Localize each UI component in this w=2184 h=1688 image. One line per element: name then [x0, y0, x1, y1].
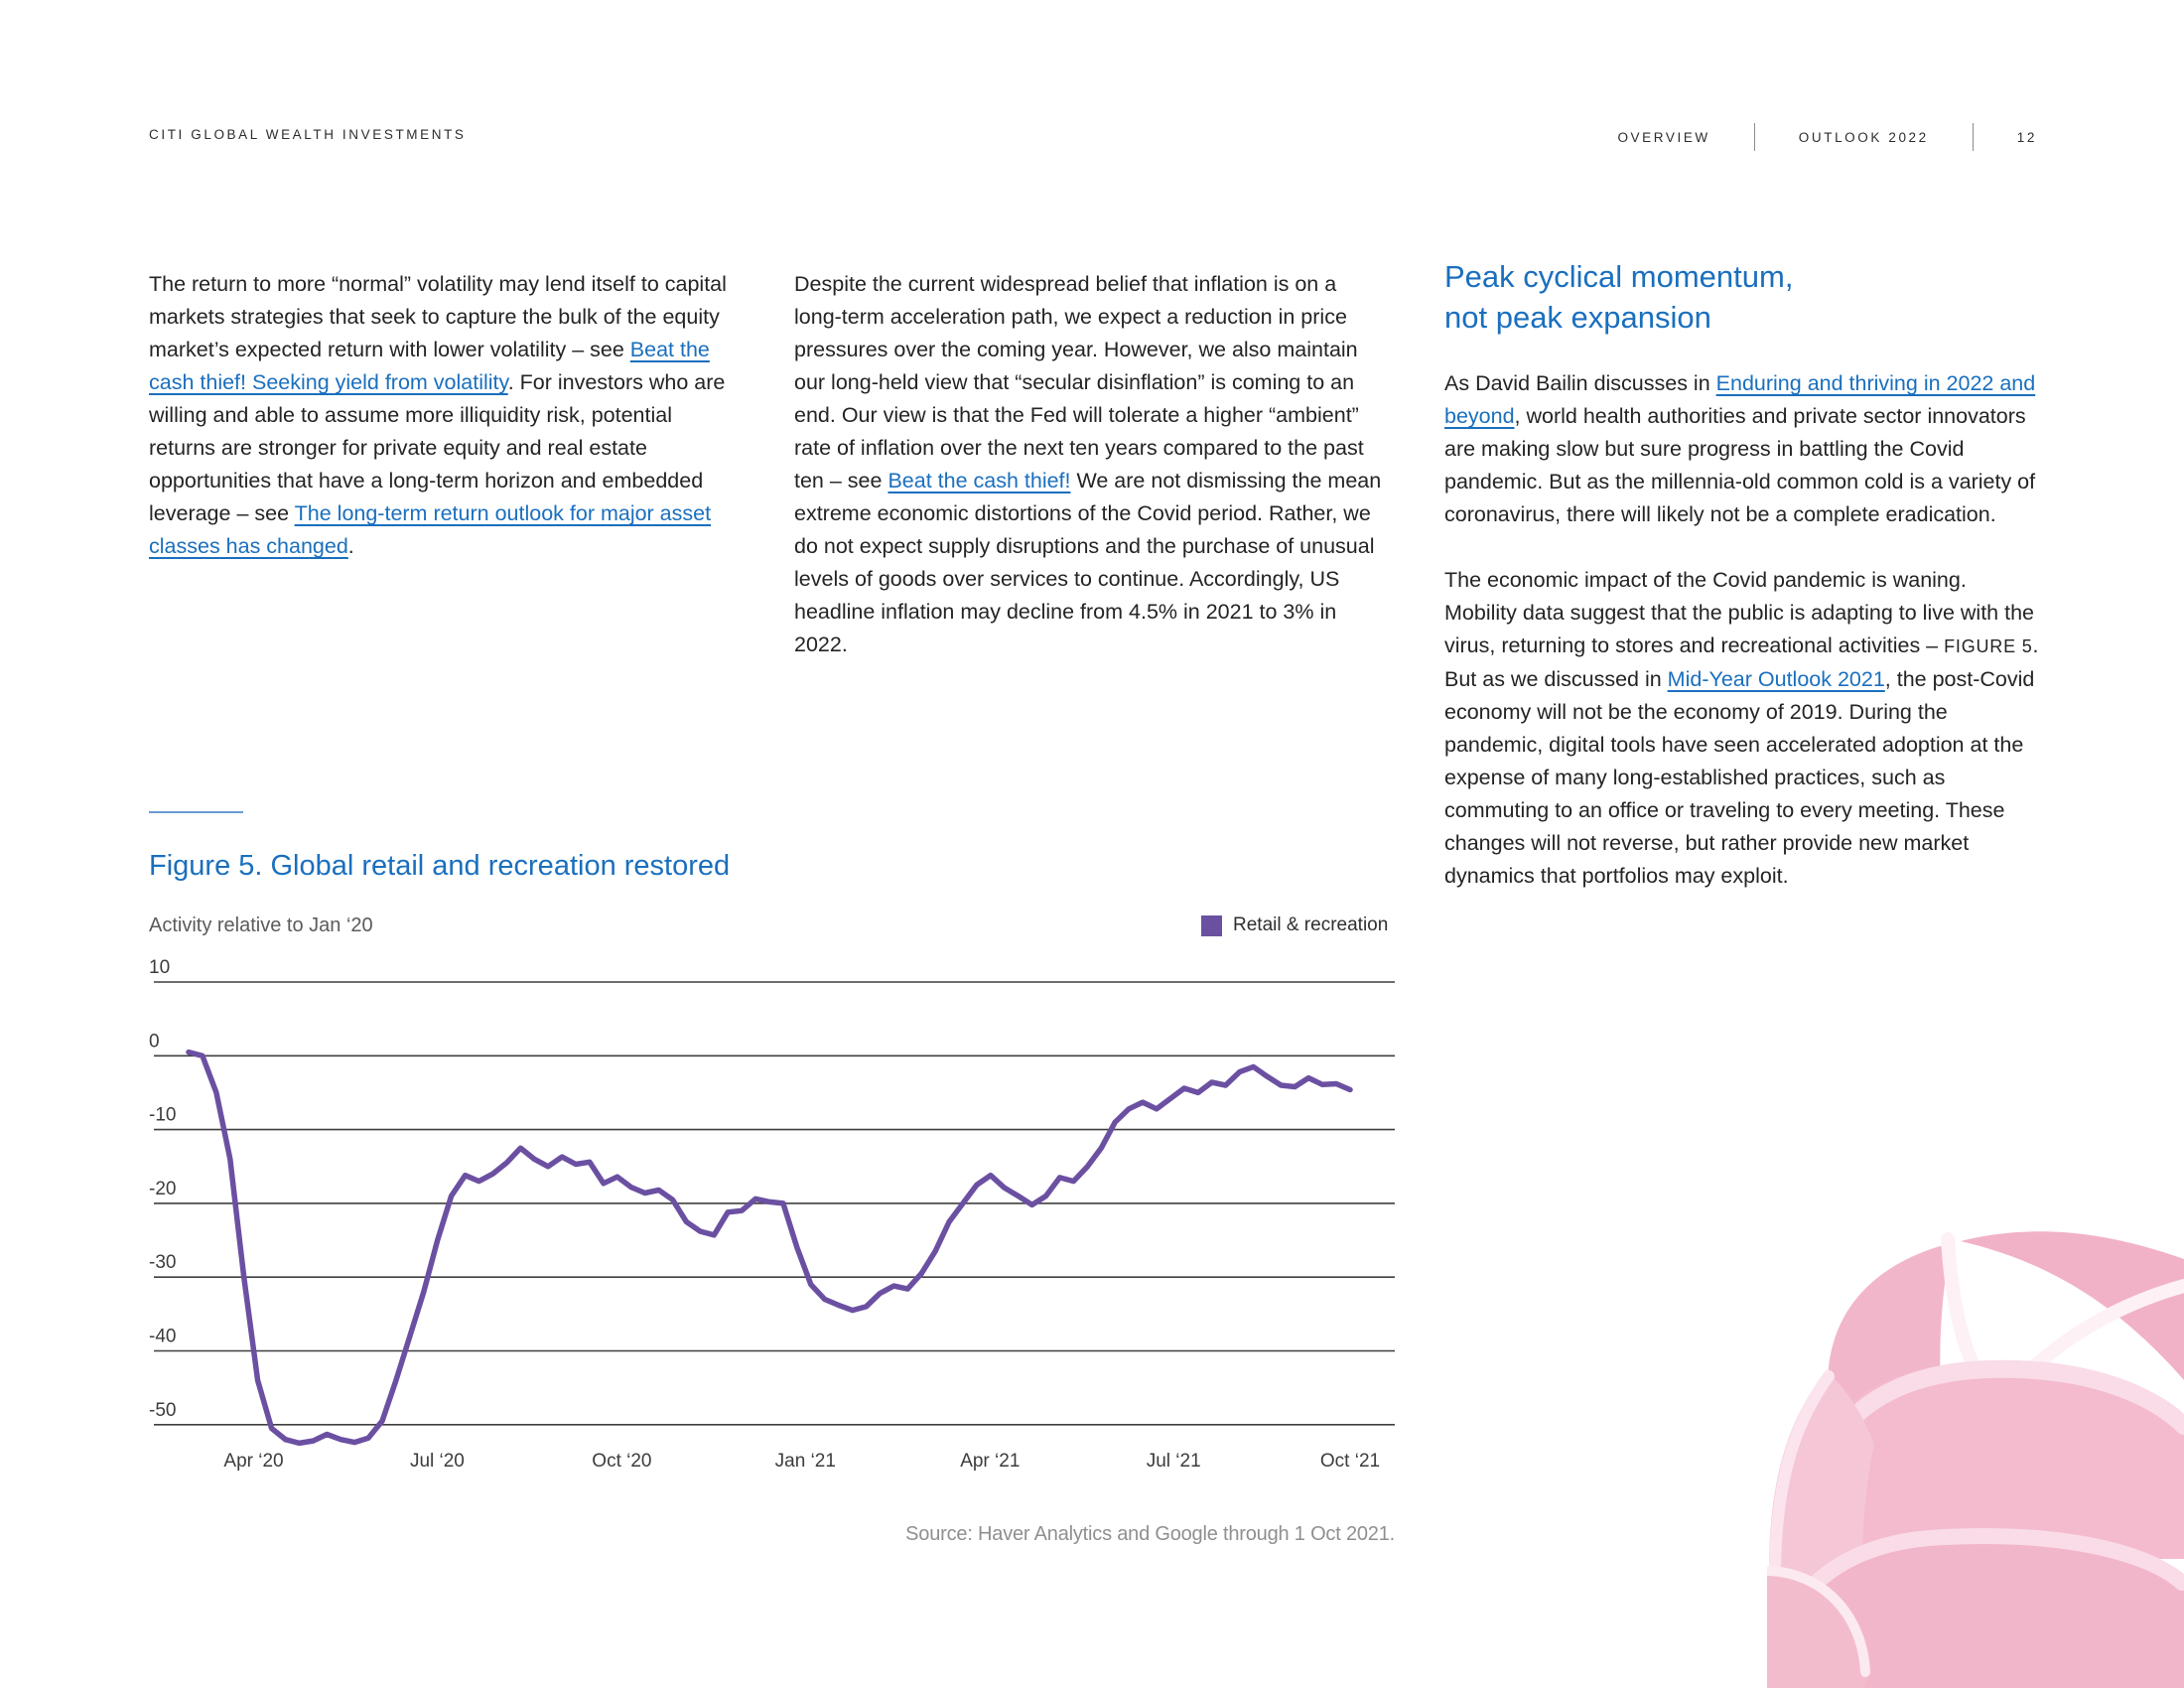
text-link[interactable]: Enduring and thriving in 2022 and beyond: [1444, 371, 2036, 428]
header-divider: [1972, 123, 1974, 151]
y-tick-label: -10: [149, 1105, 176, 1126]
paragraph: The return to more “normal” volatility m…: [149, 268, 730, 563]
y-tick-label: -30: [149, 1252, 176, 1273]
x-tick-label: Jul ‘20: [410, 1451, 465, 1472]
paragraph: As David Bailin discusses in Enduring an…: [1444, 367, 2040, 531]
figure-source: Source: Haver Analytics and Google throu…: [905, 1523, 1395, 1545]
text-link[interactable]: The long-term return outlook for major a…: [149, 501, 712, 558]
text-run: As David Bailin discusses in: [1444, 371, 1716, 395]
petals-image: [1767, 1231, 2184, 1688]
series-line: [186, 1049, 1353, 1447]
x-tick-label: Jan ‘21: [775, 1451, 836, 1472]
chart-legend: Retail & recreation: [1201, 914, 1388, 936]
text-link[interactable]: Beat the cash thief!: [887, 469, 1071, 492]
figure5-chart: 10 0 -10 -20 -30 -40 -50 Apr ‘20 Jul ‘20 Oct ‘20 J…: [149, 957, 1400, 1484]
text-run: . For investors who are willing and able…: [149, 370, 726, 525]
figure-title: Figure 5. Global retail and recreation r…: [149, 850, 731, 882]
y-tick-label: -20: [149, 1179, 176, 1199]
y-tick-label: -40: [149, 1327, 176, 1347]
y-tick-label: 0: [149, 1031, 160, 1052]
text-run: The return to more “normal” volatility m…: [149, 272, 727, 361]
figure-reference: FIGURE 5: [1944, 636, 2033, 656]
y-tick-label: -50: [149, 1400, 176, 1421]
legend-label: Retail & recreation: [1233, 914, 1389, 935]
header-divider: [1753, 123, 1755, 151]
text-run: .: [347, 534, 354, 558]
column-2: Despite the current widespread belief th…: [794, 268, 1388, 694]
x-tick-label: Oct ‘21: [1320, 1451, 1380, 1472]
text-run: . But as we discussed in: [1444, 633, 2039, 691]
x-tick-label: Apr ‘21: [960, 1451, 1020, 1472]
paragraph: Despite the current widespread belief th…: [794, 268, 1388, 661]
text-run: We are not dismissing the mean extreme e…: [794, 469, 1382, 656]
paragraph: The economic impact of the Covid pandemi…: [1444, 564, 2040, 893]
x-tick-label: Oct ‘20: [592, 1451, 651, 1472]
y-tick-label: 10: [149, 958, 170, 978]
text-run: The economic impact of the Covid pandemi…: [1444, 568, 2034, 657]
x-tick-label: Jul ‘21: [1147, 1451, 1201, 1472]
text-run: Despite the current widespread belief th…: [794, 272, 1364, 492]
column-3: Peak cyclical momentum, not peak expansi…: [1444, 256, 2040, 925]
text-link[interactable]: Mid-Year Outlook 2021: [1667, 667, 1885, 691]
figure-subtitle: Activity relative to Jan ‘20: [149, 914, 373, 936]
x-tick-label: Apr ‘20: [223, 1451, 283, 1472]
brand-text: CITI GLOBAL WEALTH INVESTMENTS: [149, 127, 467, 142]
header-right: OVERVIEW OUTLOOK 2022 12: [1617, 123, 2037, 151]
section-heading: Peak cyclical momentum, not peak expansi…: [1444, 256, 2040, 338]
page-number: 12: [2016, 129, 2037, 145]
heading-line: Peak cyclical momentum,: [1444, 259, 1794, 294]
figure5-chart-svg: 10 0 -10 -20 -30 -40 -50 Apr ‘20 Jul ‘20 Oct ‘20 J…: [149, 957, 1395, 1472]
heading-line: not peak expansion: [1444, 300, 1711, 335]
legend-swatch: [1201, 914, 1222, 936]
text-run: , the post-Covid economy will not be the…: [1444, 667, 2035, 888]
header-section: OVERVIEW: [1617, 129, 1710, 145]
text-link[interactable]: Beat the cash thief! Seeking yield from …: [149, 338, 710, 394]
column-1: The return to more “normal” volatility m…: [149, 268, 730, 596]
figure-rule: [149, 811, 243, 813]
text-run: , world health authorities and private s…: [1444, 404, 2036, 526]
header-publication: OUTLOOK 2022: [1798, 129, 1929, 145]
